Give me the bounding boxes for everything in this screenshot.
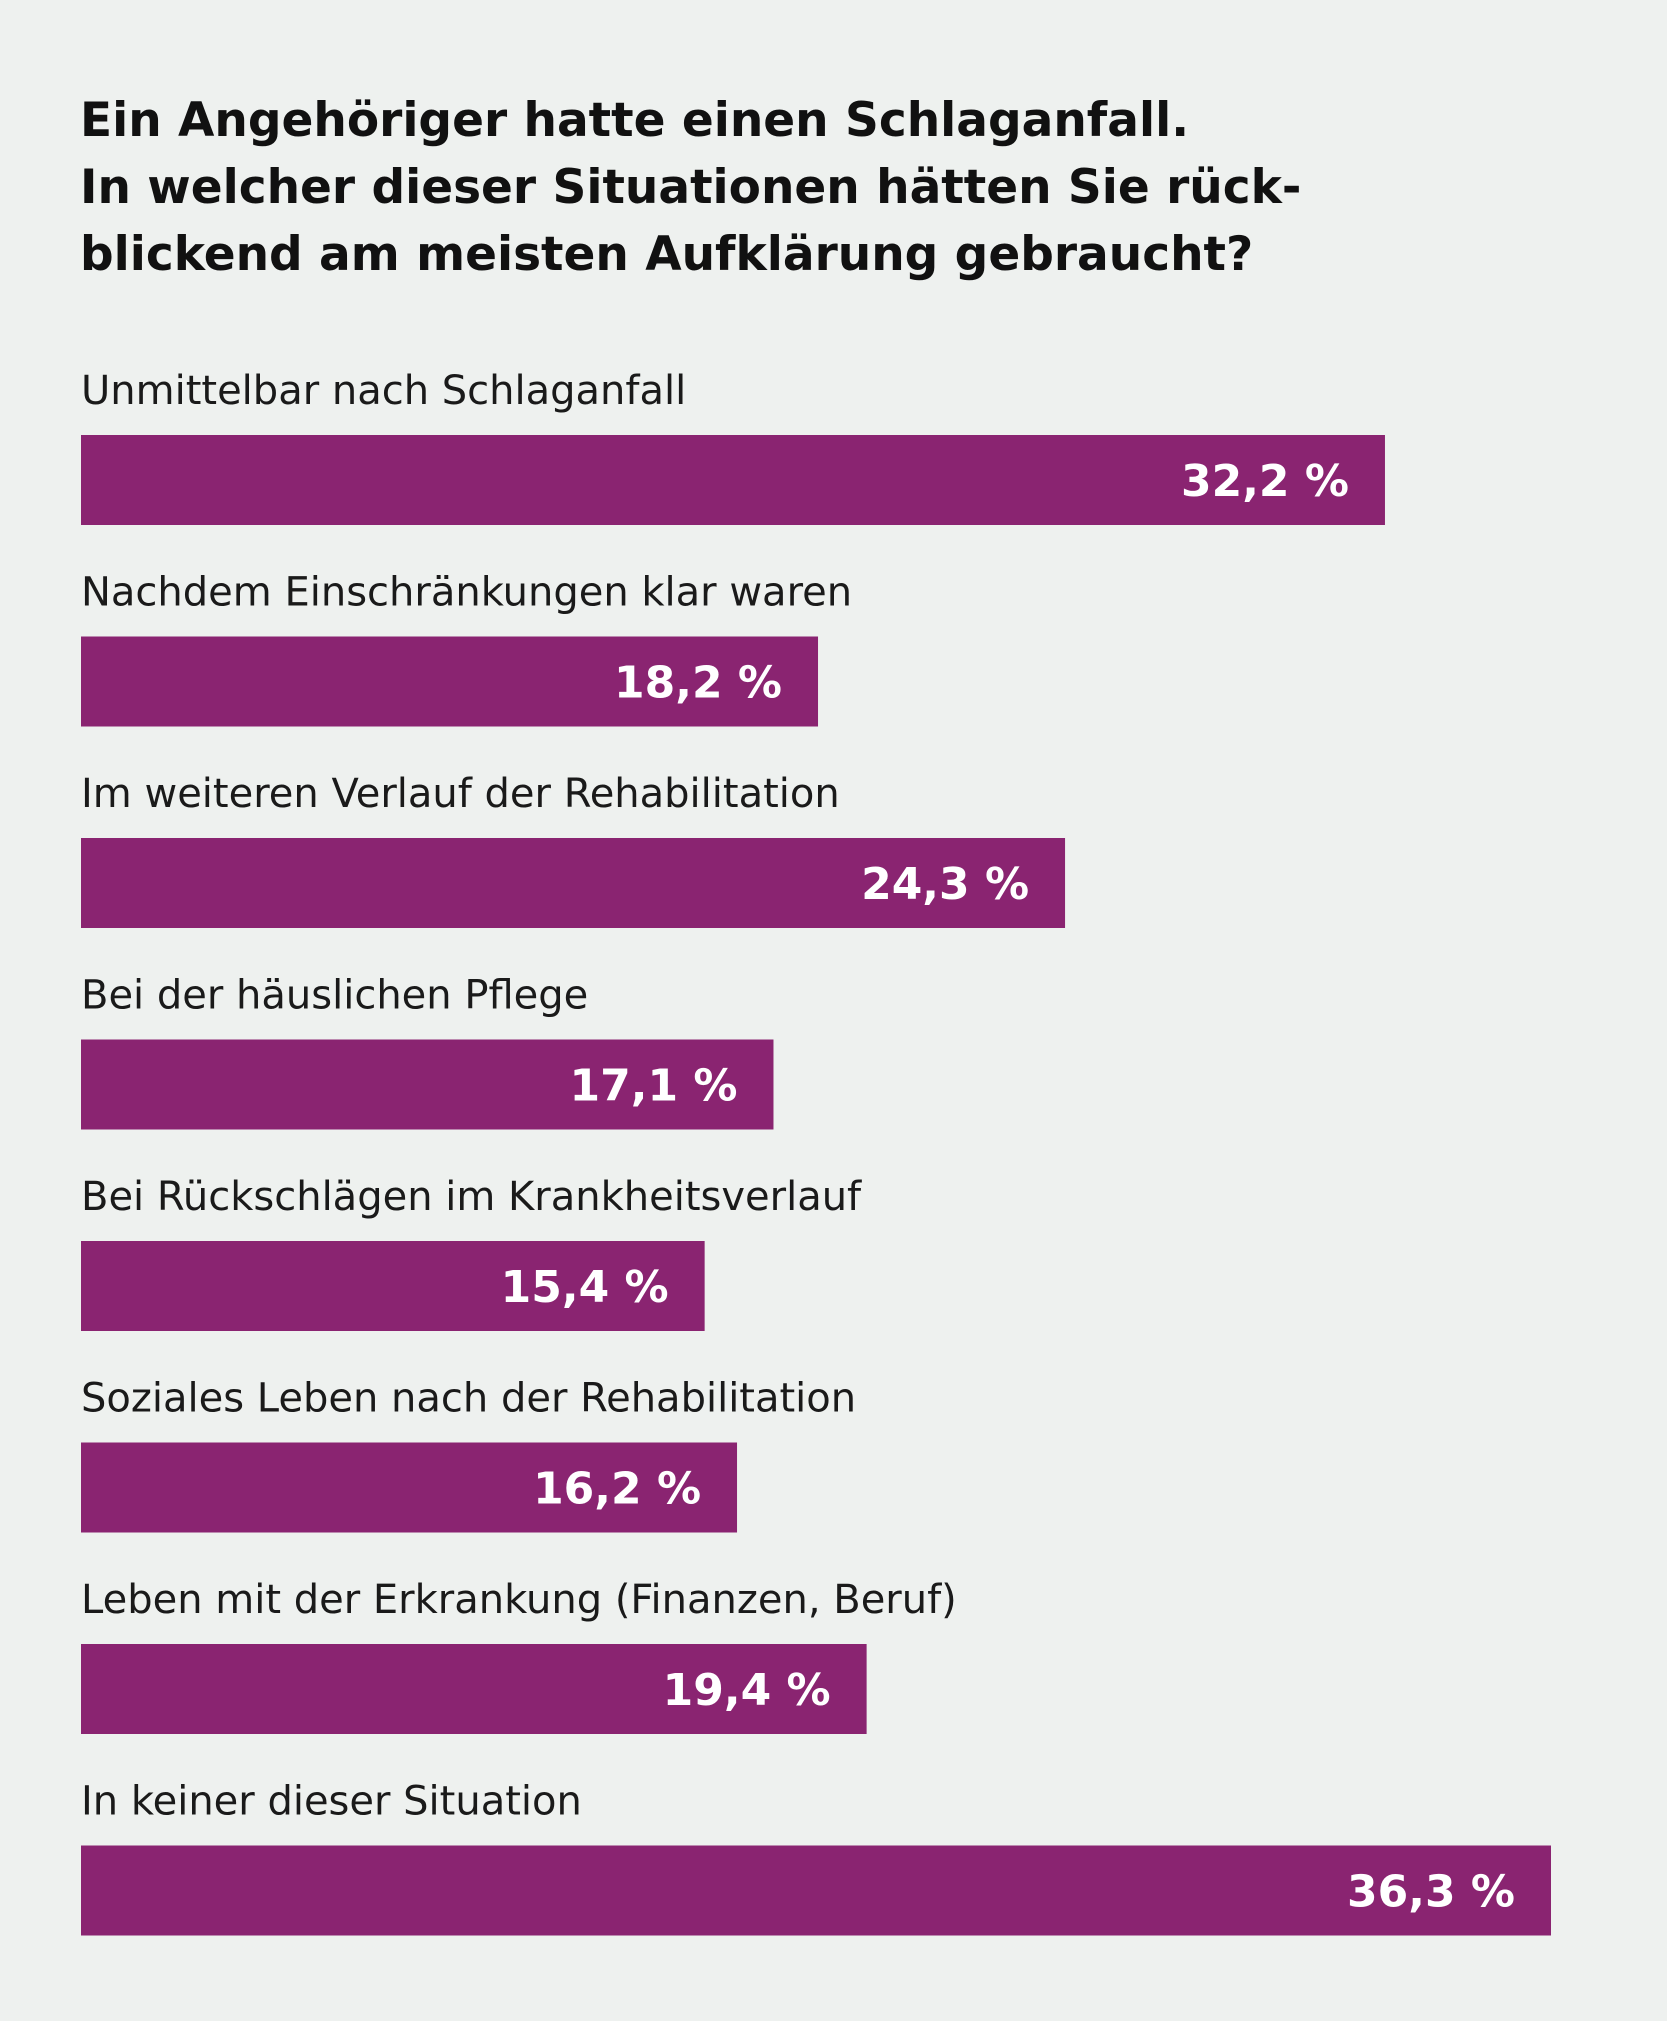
bar <box>81 1442 738 1533</box>
chart-title-line-2: In welcher dieser Situationen hätten Sie… <box>80 160 1302 215</box>
bar <box>81 1845 1551 1936</box>
chart-title-line-3: blickend am meisten Aufklärung gebraucht… <box>80 227 1254 282</box>
category-label: Leben mit der Erkrankung (Finanzen, Beru… <box>81 1577 957 1623</box>
chart-title-line-1: Ein Angehöriger hatte einen Schlaganfall… <box>80 93 1190 148</box>
category-label: Soziales Leben nach der Rehabilitation <box>81 1376 856 1422</box>
value-label: 17,1 % <box>570 1061 738 1112</box>
category-label: Bei der häuslichen Pflege <box>81 973 588 1019</box>
value-label: 36,3 % <box>1347 1867 1515 1918</box>
bar <box>81 1241 705 1331</box>
category-label: Unmittelbar nach Schlaganfall <box>81 368 686 414</box>
bar <box>81 435 1385 525</box>
category-label: Bei Rückschlägen im Krankheitsverlauf <box>81 1174 862 1220</box>
value-label: 18,2 % <box>614 658 782 709</box>
value-label: 19,4 % <box>663 1665 831 1716</box>
category-label: In keiner dieser Situation <box>81 1779 582 1825</box>
bar <box>81 1644 867 1734</box>
value-label: 16,2 % <box>533 1464 701 1515</box>
category-label: Nachdem Einschränkungen klar waren <box>81 570 852 616</box>
bar <box>81 1039 774 1130</box>
value-label: 32,2 % <box>1181 456 1349 507</box>
value-label: 15,4 % <box>501 1262 669 1313</box>
category-label: Im weiteren Verlauf der Rehabilitation <box>81 771 840 817</box>
bar <box>81 838 1066 928</box>
bar <box>81 636 819 727</box>
value-label: 24,3 % <box>861 859 1029 910</box>
